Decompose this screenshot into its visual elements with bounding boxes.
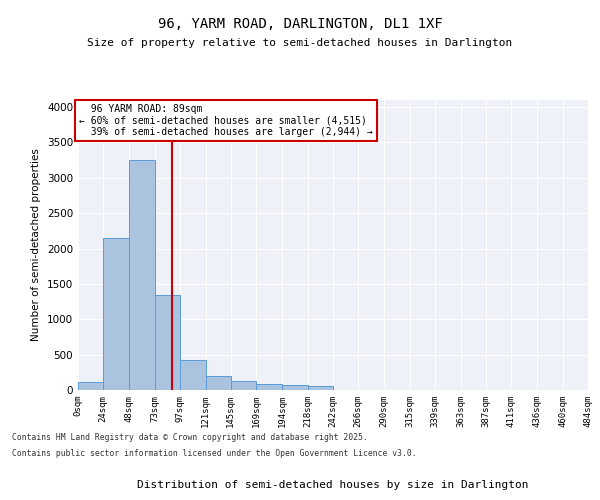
- Text: Contains HM Land Registry data © Crown copyright and database right 2025.: Contains HM Land Registry data © Crown c…: [12, 434, 368, 442]
- Text: 96 YARM ROAD: 89sqm
← 60% of semi-detached houses are smaller (4,515)
  39% of s: 96 YARM ROAD: 89sqm ← 60% of semi-detach…: [79, 104, 373, 136]
- Bar: [180, 360, 205, 390]
- Bar: [155, 294, 180, 390]
- Bar: [256, 384, 283, 390]
- Text: Contains public sector information licensed under the Open Government Licence v3: Contains public sector information licen…: [12, 448, 416, 458]
- Text: Distribution of semi-detached houses by size in Darlington: Distribution of semi-detached houses by …: [137, 480, 529, 490]
- Bar: [205, 376, 231, 390]
- Text: Size of property relative to semi-detached houses in Darlington: Size of property relative to semi-detach…: [88, 38, 512, 48]
- Y-axis label: Number of semi-detached properties: Number of semi-detached properties: [31, 148, 41, 342]
- Text: 96, YARM ROAD, DARLINGTON, DL1 1XF: 96, YARM ROAD, DARLINGTON, DL1 1XF: [158, 18, 442, 32]
- Bar: [128, 160, 155, 390]
- Bar: [308, 386, 333, 390]
- Bar: [231, 381, 256, 390]
- Bar: [103, 238, 128, 390]
- Bar: [283, 385, 308, 390]
- Bar: [78, 382, 103, 390]
